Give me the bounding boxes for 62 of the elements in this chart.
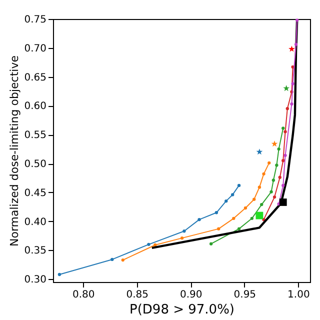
point <box>217 227 220 230</box>
x-tick-label: 0.95 <box>234 290 256 300</box>
point <box>180 236 184 240</box>
point <box>272 178 276 182</box>
point <box>284 130 287 134</box>
point <box>282 159 285 162</box>
point <box>110 258 114 262</box>
point <box>279 198 287 206</box>
y-tick-label: 0.65 <box>24 72 46 84</box>
point <box>296 18 299 22</box>
x-tick-label: 0.80 <box>72 290 95 300</box>
y-tick-label: 0.30 <box>24 274 46 286</box>
point <box>198 218 201 222</box>
point <box>260 202 264 206</box>
point <box>277 147 280 151</box>
point <box>286 107 289 110</box>
point <box>252 198 256 201</box>
point <box>258 186 262 189</box>
x-tick-label: 0.85 <box>126 290 149 300</box>
point <box>294 42 298 46</box>
point <box>154 243 157 247</box>
point <box>147 242 150 246</box>
point <box>268 161 271 165</box>
point <box>121 258 124 262</box>
point <box>284 154 287 157</box>
point <box>214 211 218 214</box>
point <box>272 195 276 199</box>
point <box>271 140 278 147</box>
point <box>282 126 285 130</box>
y-tick-label: 0.75 <box>24 14 46 26</box>
y-tick-label: 0.70 <box>24 43 46 54</box>
y-tick-label: 0.60 <box>24 101 46 112</box>
point <box>232 216 236 220</box>
point <box>275 164 278 167</box>
point <box>288 46 295 52</box>
y-tick-label: 0.40 <box>24 216 46 228</box>
x-tick-label: 0.90 <box>180 290 202 300</box>
point <box>250 216 254 220</box>
point <box>262 172 266 176</box>
y-tick-label: 0.45 <box>24 188 46 199</box>
y-axis-title: Normalized dose-limiting objective <box>8 55 22 246</box>
point <box>283 85 290 92</box>
point <box>244 206 248 210</box>
line-series <box>150 19 298 249</box>
point <box>237 184 241 188</box>
point <box>224 200 228 203</box>
point <box>237 227 241 230</box>
x-axis-title: P(D98 > 97.0%) <box>130 302 234 318</box>
y-tick-label: 0.35 <box>24 246 46 257</box>
point <box>230 193 234 196</box>
y-tick-label: 0.50 <box>24 159 46 170</box>
y-tick-label: 0.55 <box>24 130 46 142</box>
point <box>282 184 285 188</box>
x-tick-label: 1.00 <box>288 290 310 300</box>
point <box>278 176 282 179</box>
point <box>290 102 294 106</box>
point <box>182 230 186 233</box>
point <box>58 272 62 276</box>
point <box>209 242 213 246</box>
point <box>270 190 273 194</box>
point <box>291 82 294 86</box>
point <box>256 148 263 155</box>
